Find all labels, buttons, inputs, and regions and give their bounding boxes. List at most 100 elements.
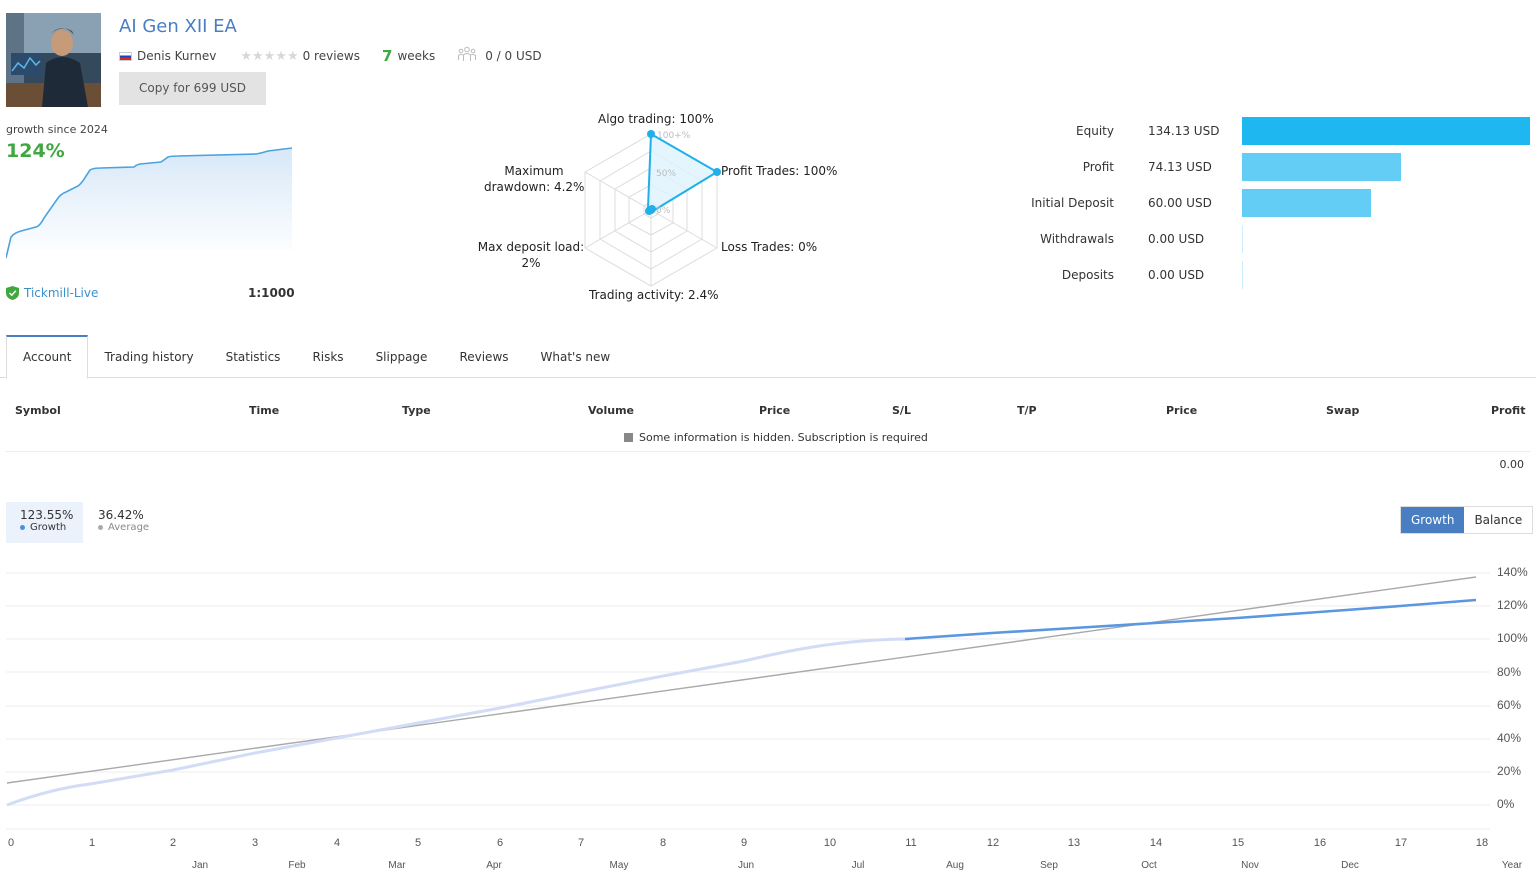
- broker-name[interactable]: Tickmill-Live: [24, 286, 99, 300]
- total-profit-value: 0.00: [1499, 458, 1525, 471]
- svg-text:Feb: Feb: [288, 860, 306, 871]
- stat-label: Initial Deposit: [1031, 196, 1114, 210]
- x-axis-labels: 0 1 2 3 4 5 6 7 8 9 10 11 12 13 14 15 16…: [8, 837, 1488, 849]
- stat-label: Equity: [1076, 124, 1114, 138]
- svg-text:Jan: Jan: [192, 860, 208, 871]
- tab-risks[interactable]: Risks: [312, 350, 344, 364]
- stat-value: 0.00 USD: [1148, 268, 1205, 282]
- tab-slippage[interactable]: Slippage: [375, 350, 428, 364]
- stat-row-deposits: Deposits 0.00 USD: [1010, 260, 1536, 290]
- average-tile-legend: Average: [98, 522, 160, 533]
- column-header-symbol[interactable]: Symbol: [15, 404, 61, 417]
- stat-row-withdrawals: Withdrawals 0.00 USD: [1010, 224, 1536, 254]
- column-header-tp[interactable]: T/P: [1017, 404, 1037, 417]
- svg-text:100%: 100%: [1497, 631, 1528, 645]
- svg-text:120%: 120%: [1497, 598, 1528, 612]
- column-header-swap[interactable]: Swap: [1326, 404, 1360, 417]
- radar-scale-0: 0%: [656, 206, 671, 216]
- column-header-volume[interactable]: Volume: [588, 404, 634, 417]
- tab-reviews[interactable]: Reviews: [459, 350, 509, 364]
- balance-mode-button[interactable]: Balance: [1464, 507, 1533, 533]
- svg-text:Sep: Sep: [1040, 860, 1058, 871]
- radar-chart: 100+% 50% 0% Algo trading: 100% Profit T…: [470, 105, 840, 310]
- svg-text:140%: 140%: [1497, 565, 1528, 579]
- svg-text:Jun: Jun: [738, 860, 754, 871]
- column-header-type[interactable]: Type: [402, 404, 431, 417]
- average-line: [6, 576, 1477, 784]
- svg-text:Mar: Mar: [388, 860, 406, 871]
- svg-text:0%: 0%: [1497, 797, 1515, 811]
- growth-tile-label: Growth: [30, 522, 67, 533]
- radar-label-dd-line2: drawdown: 4.2%: [484, 180, 585, 194]
- svg-text:15: 15: [1232, 837, 1244, 849]
- initial-deposit-bar: [1242, 189, 1371, 217]
- radar-scale-100: 100+%: [657, 131, 691, 141]
- column-header-sl[interactable]: S/L: [892, 404, 911, 417]
- average-tile-value: 36.42%: [98, 508, 144, 522]
- svg-text:14: 14: [1150, 837, 1162, 849]
- ea-title[interactable]: AI Gen XII EA: [119, 16, 237, 37]
- profit-bar: [1242, 153, 1401, 181]
- average-dot-icon: [98, 525, 103, 530]
- radar-label-load-line2: 2%: [521, 256, 541, 270]
- svg-text:17: 17: [1395, 837, 1407, 849]
- mini-chart-area: [6, 148, 292, 258]
- subscription-required-note: Some information is hidden. Subscription…: [624, 431, 928, 444]
- growth-tile[interactable]: 123.55% Growth: [6, 502, 83, 543]
- tab-whats-new[interactable]: What's new: [540, 350, 611, 364]
- radar-label-max-drawdown: Maximum drawdown: 4.2%: [484, 163, 584, 195]
- stat-value: 0.00 USD: [1148, 232, 1205, 246]
- ea-avatar-image: [6, 13, 101, 107]
- growth-tile-value: 123.55%: [20, 508, 74, 522]
- radar-label-load-line1: Max deposit load:: [477, 240, 585, 254]
- lock-square-icon: [624, 433, 633, 442]
- subscribers-value: 0 / 0 USD: [485, 49, 542, 63]
- svg-text:16: 16: [1314, 837, 1326, 849]
- deposits-bar: [1242, 261, 1243, 289]
- growth-value: 124%: [6, 140, 65, 162]
- svg-text:3: 3: [252, 837, 258, 849]
- svg-text:Aug: Aug: [946, 860, 964, 871]
- column-header-price-current[interactable]: Price: [1166, 404, 1198, 417]
- broker-link[interactable]: Tickmill-Live: [6, 286, 98, 300]
- svg-text:4: 4: [334, 837, 340, 849]
- tab-statistics[interactable]: Statistics: [225, 350, 281, 364]
- svg-text:May: May: [610, 860, 629, 871]
- svg-text:7: 7: [578, 837, 584, 849]
- radar-label-trading-activity: Trading activity: 2.4%: [589, 288, 719, 302]
- radar-label-dd-line1: Maximum: [504, 164, 564, 178]
- svg-text:Dec: Dec: [1341, 860, 1359, 871]
- x-axis-month-labels: Jan Feb Mar Apr May Jun Jul Aug Sep Oct …: [192, 860, 1523, 871]
- column-header-time[interactable]: Time: [249, 404, 280, 417]
- svg-text:80%: 80%: [1497, 665, 1521, 679]
- column-header-profit[interactable]: Profit: [1491, 404, 1526, 417]
- tab-trading-history[interactable]: Trading history: [104, 350, 194, 364]
- growth-tile-legend: Growth: [20, 522, 69, 533]
- growth-mode-button[interactable]: Growth: [1401, 507, 1465, 533]
- leverage-value: 1:1000: [248, 286, 295, 300]
- tab-account[interactable]: Account: [6, 335, 89, 379]
- svg-text:8: 8: [660, 837, 666, 849]
- hidden-note-text: Some information is hidden. Subscription…: [639, 431, 928, 444]
- table-divider: [6, 451, 1530, 452]
- column-header-price-open[interactable]: Price: [759, 404, 791, 417]
- ea-meta-row: Denis Kurnev ★★★★★ 0 reviews 7 weeks 0 /…: [119, 46, 542, 65]
- svg-text:Apr: Apr: [486, 860, 502, 871]
- svg-text:13: 13: [1068, 837, 1080, 849]
- growth-dot-icon: [20, 525, 25, 530]
- svg-text:0: 0: [8, 837, 14, 849]
- growth-history-line: [6, 637, 911, 807]
- chart-mode-toggle: Growth Balance: [1400, 506, 1534, 534]
- radar-scale-50: 50%: [656, 169, 677, 179]
- copy-signal-button[interactable]: Copy for 699 USD: [119, 72, 266, 105]
- stat-label: Deposits: [1061, 268, 1114, 282]
- stat-label: Profit: [1082, 160, 1114, 174]
- svg-text:60%: 60%: [1497, 698, 1521, 712]
- author-link[interactable]: Denis Kurnev: [137, 49, 217, 63]
- stat-row-profit: Profit 74.13 USD: [1010, 152, 1536, 182]
- reviews-link[interactable]: 0 reviews: [302, 49, 360, 63]
- radar-label-algo: Algo trading: 100%: [598, 112, 714, 126]
- average-tile-label: Average: [108, 522, 150, 533]
- average-tile[interactable]: 36.42% Average: [84, 502, 174, 543]
- svg-text:6: 6: [497, 837, 503, 849]
